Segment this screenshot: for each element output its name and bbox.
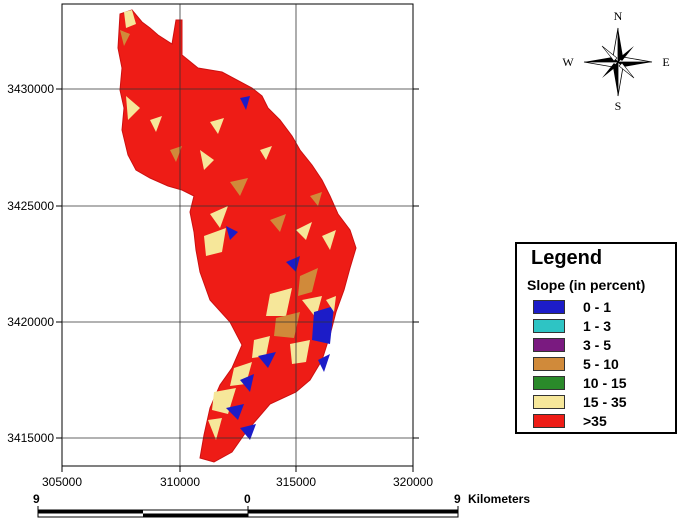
legend-swatch: [533, 337, 565, 352]
legend-label: 0 - 1: [583, 298, 612, 315]
legend-label: 1 - 3: [583, 317, 612, 334]
legend-item: 15 - 35: [533, 392, 627, 411]
legend-swatch: [533, 318, 565, 333]
slope-patches: [120, 10, 336, 440]
compass-east-label: E: [662, 55, 669, 69]
legend-swatch: [533, 299, 565, 314]
legend-label: >35: [583, 412, 607, 429]
scale-unit-label: Kilometers: [468, 492, 531, 506]
legend-item: >35: [533, 411, 627, 430]
scale-bar: [37, 506, 459, 518]
compass-west-label: W: [562, 55, 574, 69]
legend-item: 3 - 5: [533, 335, 627, 354]
y-tick-label: 3430000: [7, 82, 54, 96]
compass-south-label: S: [615, 99, 622, 113]
legend: Legend Slope (in percent) 0 - 1 1 - 3 3 - …: [515, 242, 677, 434]
map-frame: [61, 3, 414, 467]
legend-swatch: [533, 394, 565, 409]
legend-item: 5 - 10: [533, 354, 627, 373]
legend-label: 5 - 10: [583, 355, 619, 372]
legend-item: 10 - 15: [533, 373, 627, 392]
scale-left-label: 9: [33, 492, 40, 506]
compass-north-label: N: [614, 9, 623, 23]
x-tick-label: 315000: [276, 475, 316, 489]
y-tick-label: 3420000: [7, 315, 54, 329]
scale-middle-label: 0: [244, 492, 251, 506]
legend-swatch: [533, 413, 565, 428]
tick-marks: [56, 88, 419, 472]
legend-label: 3 - 5: [583, 336, 612, 353]
legend-item: 0 - 1: [533, 297, 627, 316]
y-tick-label: 3425000: [7, 199, 54, 213]
legend-swatch: [533, 375, 565, 390]
y-tick-label: 3415000: [7, 431, 54, 445]
compass-rose-icon: [583, 27, 653, 97]
legend-swatch: [533, 356, 565, 371]
legend-subtitle: Slope (in percent): [527, 277, 646, 293]
grid-lines: [62, 4, 413, 466]
legend-label: 10 - 15: [583, 374, 627, 391]
legend-items: 0 - 1 1 - 3 3 - 5 5 - 10 10 - 15 15 - 35 >35: [533, 297, 627, 430]
legend-item: 1 - 3: [533, 316, 627, 335]
legend-label: 15 - 35: [583, 393, 627, 410]
x-tick-label: 320000: [393, 475, 433, 489]
x-tick-label: 310000: [160, 475, 200, 489]
x-tick-label: 305000: [42, 475, 82, 489]
scale-right-label: 9: [454, 492, 461, 506]
legend-title: Legend: [531, 247, 603, 269]
study-area: [117, 9, 357, 463]
